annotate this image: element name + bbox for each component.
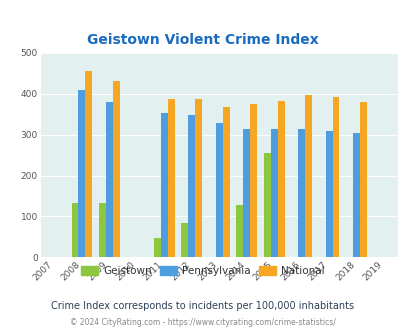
Bar xyxy=(188,115,195,257)
Bar xyxy=(71,203,78,257)
Bar xyxy=(305,95,311,257)
Bar xyxy=(332,97,339,257)
Bar xyxy=(78,90,85,257)
Bar xyxy=(153,238,160,257)
Legend: Geistown, Pennsylvania, National: Geistown, Pennsylvania, National xyxy=(77,262,328,280)
Bar xyxy=(359,102,366,257)
Text: Geistown Violent Crime Index: Geistown Violent Crime Index xyxy=(87,33,318,47)
Text: © 2024 CityRating.com - https://www.cityrating.com/crime-statistics/: © 2024 CityRating.com - https://www.city… xyxy=(70,318,335,327)
Bar xyxy=(85,71,92,257)
Text: Crime Index corresponds to incidents per 100,000 inhabitants: Crime Index corresponds to incidents per… xyxy=(51,301,354,311)
Bar xyxy=(236,205,243,257)
Bar xyxy=(99,203,106,257)
Bar xyxy=(215,123,222,257)
Bar xyxy=(277,101,284,257)
Bar xyxy=(167,99,174,257)
Bar xyxy=(352,133,359,257)
Bar xyxy=(181,223,188,257)
Bar xyxy=(195,99,202,257)
Bar xyxy=(243,129,249,257)
Bar xyxy=(298,129,305,257)
Bar xyxy=(160,113,167,257)
Bar xyxy=(263,153,270,257)
Bar xyxy=(325,131,332,257)
Bar xyxy=(113,81,119,257)
Bar xyxy=(249,104,256,257)
Bar xyxy=(270,129,277,257)
Bar xyxy=(106,102,113,257)
Bar xyxy=(222,107,229,257)
